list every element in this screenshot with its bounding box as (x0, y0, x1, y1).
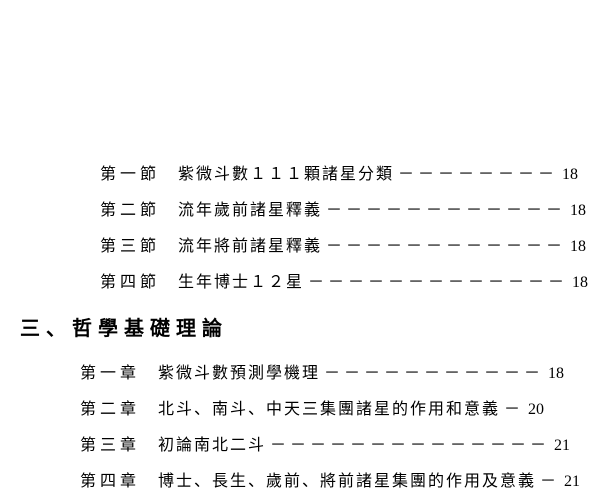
page-number: 21 (564, 473, 580, 491)
chapter-label: 第二章 (80, 395, 140, 419)
section-label: 第四節 (100, 268, 160, 292)
leader-dashes: －－－－－－－－－－－－－－ (270, 431, 550, 455)
chapter-label: 第四章 (80, 467, 140, 491)
entry-title: 北斗、南斗、中天三集團諸星的作用和意義 (158, 395, 500, 419)
toc-entry: 第一章 紫微斗數預測學機理 －－－－－－－－－－－ 18 (20, 359, 600, 383)
leader-dashes: －－－－－－－－－－－－ (326, 196, 566, 220)
page-number: 18 (570, 202, 586, 220)
page-number: 18 (570, 238, 586, 256)
entry-title: 流年將前諸星釋義 (178, 232, 322, 256)
page-number: 18 (572, 274, 588, 292)
leader-dashes: －－－－－－－－－－－ (324, 359, 544, 383)
section-label: 第一節 (100, 160, 160, 184)
leader-dashes: －－－－－－－－ (398, 160, 558, 184)
chapter-label: 第三章 (80, 431, 140, 455)
leader-dashes: －－－－－－－－－－－－ (326, 232, 566, 256)
toc-entry: 第二節 流年歲前諸星釋義 －－－－－－－－－－－－ 18 (20, 196, 600, 220)
entry-title: 紫微斗數１１１顆諸星分類 (178, 160, 394, 184)
entry-title: 生年博士１２星 (178, 268, 304, 292)
entry-title: 博士、長生、歲前、將前諸星集團的作用及意義 (158, 467, 536, 491)
chapter-label: 第一章 (80, 359, 140, 383)
toc-entry: 第三章 初論南北二斗 －－－－－－－－－－－－－－ 21 (20, 431, 600, 455)
toc-entry: 第四節 生年博士１２星 －－－－－－－－－－－－－ 18 (20, 268, 600, 292)
toc-entry: 第三節 流年將前諸星釋義 －－－－－－－－－－－－ 18 (20, 232, 600, 256)
entry-title: 紫微斗數預測學機理 (158, 359, 320, 383)
section-label: 第三節 (100, 232, 160, 256)
leader-dashes: － (540, 467, 560, 491)
toc-entry: 第四章 博士、長生、歲前、將前諸星集團的作用及意義 － 21 (20, 467, 600, 491)
leader-dashes: －－－－－－－－－－－－－ (308, 268, 568, 292)
toc-entry: 第二章 北斗、南斗、中天三集團諸星的作用和意義 － 20 (20, 395, 600, 419)
page-number: 18 (562, 166, 578, 184)
section-label: 第二節 (100, 196, 160, 220)
toc-container: 第一節 紫微斗數１１１顆諸星分類 －－－－－－－－ 18 第二節 流年歲前諸星釋… (20, 160, 600, 491)
page-number: 20 (528, 401, 544, 419)
entry-title: 初論南北二斗 (158, 431, 266, 455)
part-heading: 三、哲學基礎理論 (20, 312, 600, 341)
page-number: 21 (554, 437, 570, 455)
toc-entry: 第一節 紫微斗數１１１顆諸星分類 －－－－－－－－ 18 (20, 160, 600, 184)
entry-title: 流年歲前諸星釋義 (178, 196, 322, 220)
page-number: 18 (548, 365, 564, 383)
leader-dashes: － (504, 395, 524, 419)
